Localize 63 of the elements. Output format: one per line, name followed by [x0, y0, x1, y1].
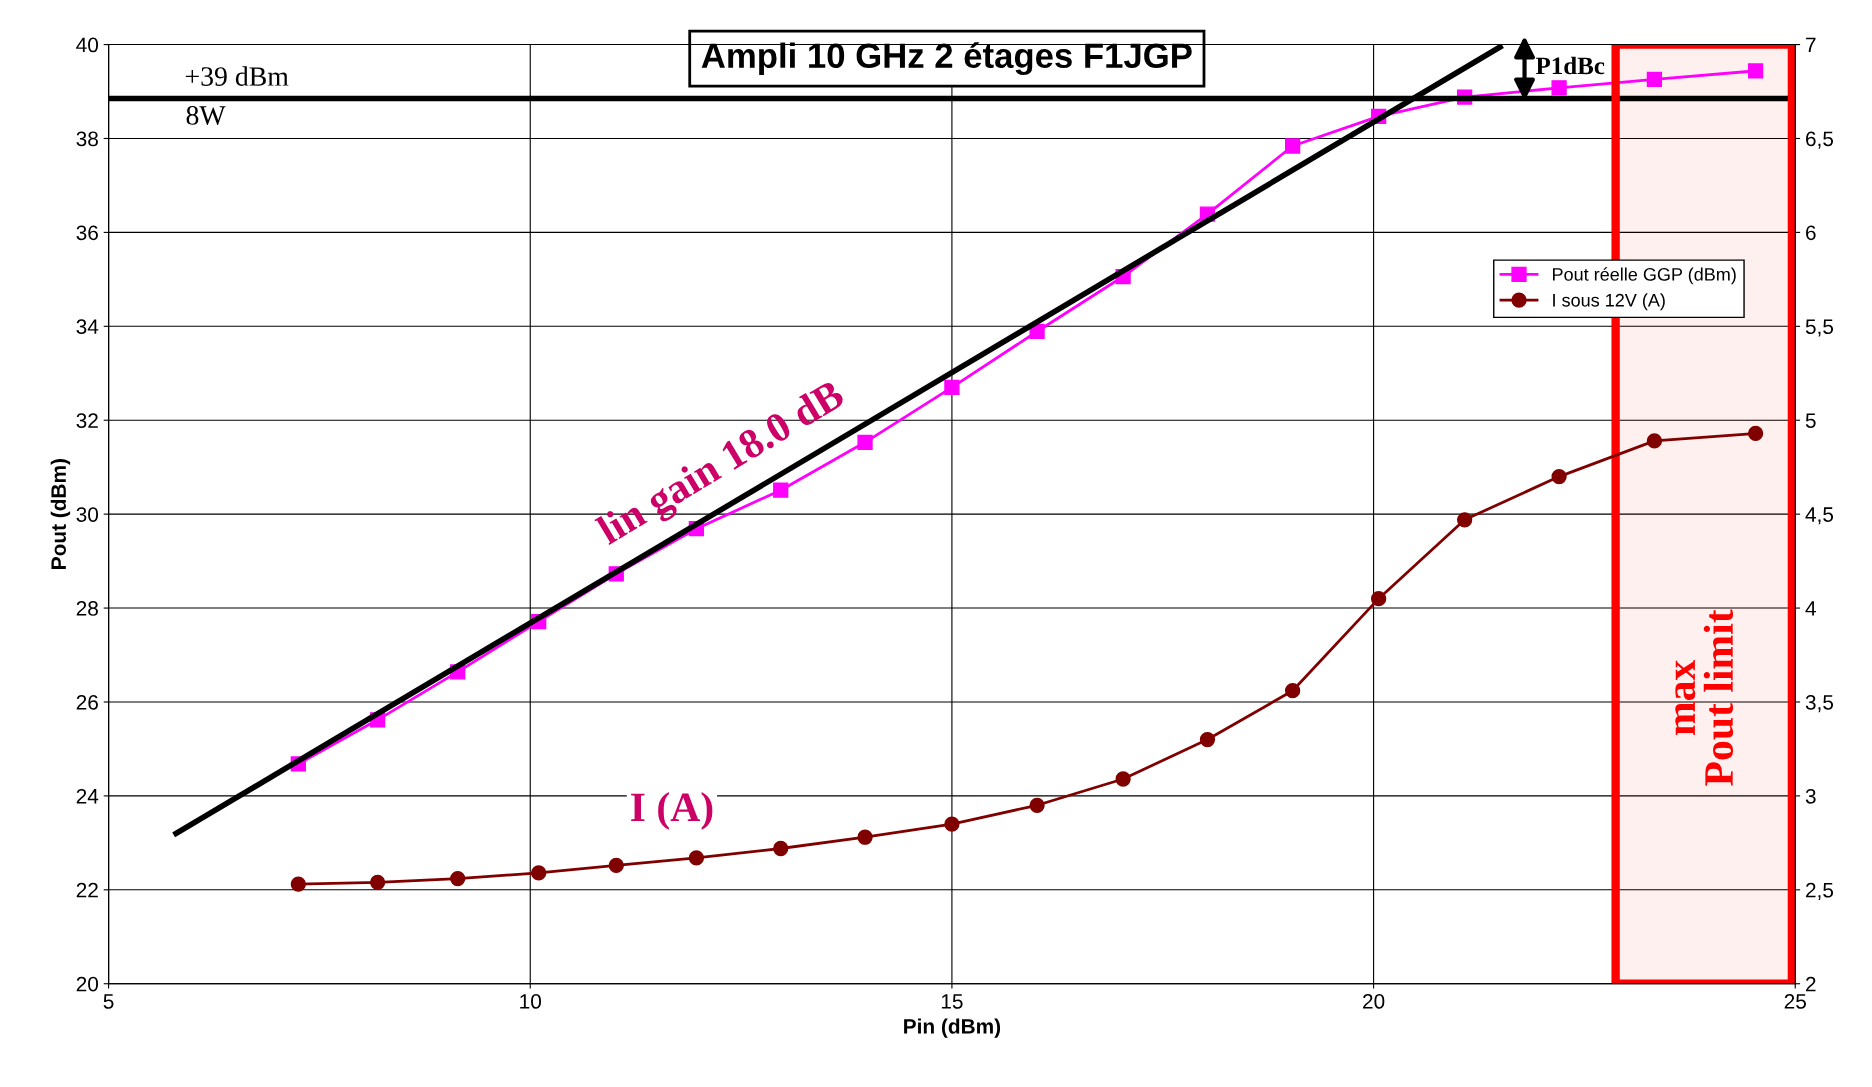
- annotation: lin gain 18.0 dB: [594, 378, 851, 553]
- y-tick-label: 28: [76, 601, 98, 616]
- y-tick-label: 38: [76, 131, 98, 147]
- point: [1371, 591, 1387, 607]
- point: [1551, 80, 1567, 96]
- y2-tick-label: 2,5: [1806, 882, 1834, 901]
- point: [1029, 323, 1045, 340]
- annotation: I (A): [631, 792, 713, 830]
- y-tick-label: 32: [76, 413, 98, 428]
- point: [857, 434, 873, 450]
- y-tick-label: 24: [76, 788, 99, 804]
- legend-label: Pout réelle GGP (dBm): [1553, 267, 1736, 285]
- y-axis-title: Pout (dBm): [50, 459, 71, 569]
- y-tick-label: 22: [76, 882, 98, 898]
- y2-tick-label: 3,5: [1805, 694, 1834, 713]
- y-tick-label: 26: [76, 694, 98, 710]
- y-tick-label: 34: [76, 319, 99, 335]
- point: [290, 876, 306, 892]
- point: [944, 379, 960, 396]
- point: [1747, 425, 1764, 442]
- point: [857, 829, 873, 845]
- band-label: max Pout limit: [1675, 609, 1734, 786]
- x-tick-label: 10: [520, 994, 542, 1009]
- x-tick-label: 20: [1363, 994, 1385, 1009]
- point: [1199, 731, 1216, 748]
- x-tick-label: 15: [941, 994, 963, 1009]
- point: [608, 857, 624, 874]
- point: [531, 865, 547, 881]
- y2-tick-label: 5,5: [1805, 319, 1834, 337]
- y2-tick-label: 2: [1806, 976, 1816, 992]
- annotation: P1dBc: [1535, 56, 1605, 75]
- point: [1284, 683, 1301, 699]
- y2-tick-label: 4: [1805, 601, 1816, 616]
- point: [1646, 433, 1663, 449]
- point: [369, 874, 386, 890]
- x-axis-title: Pin (dBm): [904, 1018, 1001, 1038]
- annotation: 8W: [186, 106, 226, 125]
- point: [1551, 468, 1567, 485]
- y2-tick-label: 5: [1805, 413, 1816, 428]
- point: [1747, 63, 1764, 79]
- point: [773, 840, 789, 857]
- y2-tick-label: 6: [1806, 225, 1816, 241]
- point: [1457, 512, 1473, 528]
- point: [944, 816, 960, 832]
- y-tick-label: 40: [76, 37, 99, 53]
- point: [1646, 71, 1663, 87]
- point: [1284, 138, 1301, 154]
- point: [773, 482, 789, 498]
- legend-label: I sous 12V (A): [1553, 293, 1665, 311]
- y2-tick-label: 4,5: [1805, 507, 1834, 525]
- y2-tick-label: 7: [1806, 37, 1816, 53]
- x-tick-label: 5: [103, 994, 114, 1009]
- y-tick-label: 30: [76, 507, 99, 522]
- ref-line-label: +39 dBm: [185, 66, 289, 86]
- y-tick-label: 20: [76, 976, 99, 992]
- x-tick-label: 25: [1784, 994, 1806, 1009]
- y2-tick-label: 6,5: [1806, 131, 1834, 149]
- point: [1115, 771, 1131, 787]
- y-tick-label: 36: [76, 225, 98, 241]
- y2-tick-label: 3: [1805, 788, 1816, 804]
- point: [688, 850, 705, 866]
- point: [450, 870, 466, 887]
- point: [1029, 797, 1045, 813]
